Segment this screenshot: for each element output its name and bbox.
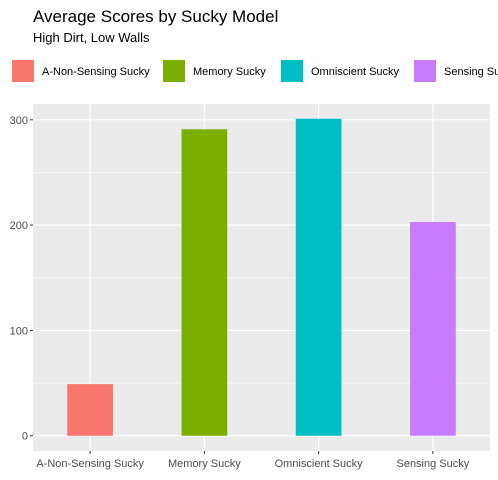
- bar: [181, 129, 228, 436]
- legend-key: [163, 60, 185, 82]
- x-tick-label: Memory Sucky: [168, 458, 241, 470]
- chart-title: Average Scores by Sucky Model: [33, 7, 278, 26]
- y-tick-label: 200: [10, 220, 28, 232]
- x-tick-label: Sensing Sucky: [396, 458, 469, 470]
- legend-label: Omniscient Sucky: [311, 66, 400, 78]
- y-tick-label: 0: [22, 431, 28, 443]
- legend-key: [281, 60, 303, 82]
- bars: [67, 118, 456, 436]
- x-tick-label: Omniscient Sucky: [275, 458, 364, 470]
- bar: [295, 118, 342, 436]
- legend-key: [12, 60, 34, 82]
- x-tick-label: A-Non-Sensing Sucky: [36, 458, 144, 470]
- y-tick-label: 300: [10, 115, 28, 127]
- bar: [67, 384, 113, 436]
- legend-key: [414, 60, 436, 82]
- chart-subtitle: High Dirt, Low Walls: [33, 30, 150, 45]
- bar: [410, 221, 456, 436]
- y-tick-label: 100: [10, 325, 28, 337]
- legend-label: A-Non-Sensing Sucky: [42, 66, 150, 78]
- y-axis: 0 100 200 300: [10, 115, 33, 443]
- x-axis: A-Non-Sensing Sucky Memory Sucky Omniscien…: [36, 451, 470, 470]
- legend-label: Memory Sucky: [193, 66, 266, 78]
- legend-label: Sensing Sucky: [444, 66, 498, 78]
- legend: A-Non-Sensing Sucky Memory Sucky Omniscien…: [12, 60, 498, 82]
